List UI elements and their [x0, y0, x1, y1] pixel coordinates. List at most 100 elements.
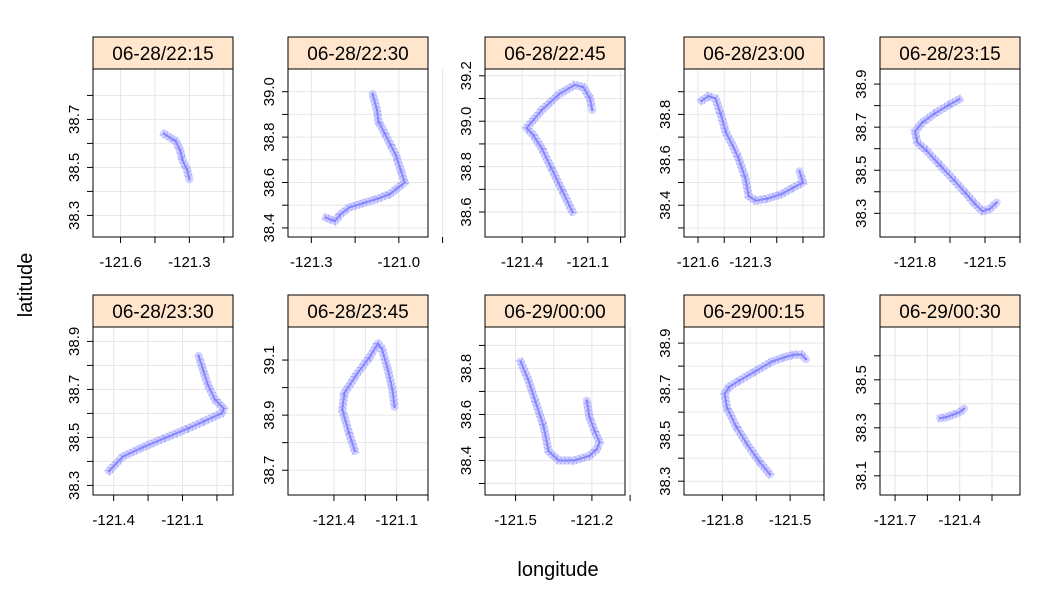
trajectory-feather	[385, 140, 389, 146]
trajectory-feather	[937, 157, 939, 163]
trajectory-feather	[207, 418, 210, 424]
trajectory-feather	[204, 416, 210, 420]
trajectory-feather	[559, 456, 564, 461]
trajectory-feather	[948, 415, 951, 421]
trajectory-feather	[389, 399, 395, 403]
panel: 06-29/00:00 -121.5 -121.2 38.4 38.6 38.8	[458, 294, 631, 529]
trajectory-point	[766, 197, 770, 200]
trajectory-feather	[387, 144, 391, 150]
trajectory-feather	[742, 440, 746, 446]
trajectory-feather	[718, 119, 724, 123]
trajectory-feather	[953, 175, 956, 181]
panel: 06-28/23:00 -121.6 -121.3 38.4 38.6 38.8	[657, 36, 825, 271]
trajectory-feather	[199, 418, 205, 422]
trajectory-feather	[195, 424, 198, 430]
trajectory-point	[958, 411, 961, 414]
x-tick-label: -121.3	[168, 254, 211, 271]
panel-frame	[287, 68, 429, 238]
trajectory-point	[549, 165, 552, 168]
trajectory-point	[755, 369, 758, 372]
trajectory-feather	[734, 421, 740, 424]
y-tick-label: 38.6	[458, 197, 475, 226]
trajectory-feather	[157, 436, 163, 440]
trajectory-feather	[743, 168, 747, 173]
trajectory-feather	[382, 366, 388, 369]
trajectory-feather	[577, 454, 582, 459]
trajectory-feather	[917, 121, 920, 127]
trajectory-point	[388, 192, 392, 196]
trajectory-feather	[987, 204, 993, 207]
trajectory-feather	[388, 189, 394, 192]
trajectory-feather	[598, 445, 602, 450]
trajectory-feather	[544, 429, 549, 435]
trajectory-point	[953, 179, 956, 183]
trajectory-feather	[125, 454, 127, 460]
trajectory-feather	[199, 358, 205, 361]
trajectory-feather	[331, 215, 334, 221]
y-tick-label: 38.7	[66, 105, 83, 134]
trajectory-feather	[561, 87, 567, 91]
trajectory-point	[391, 389, 394, 392]
panel-strip-label: 06-28/23:45	[307, 302, 408, 323]
trajectory-line	[723, 353, 807, 476]
trajectory-feather	[578, 86, 583, 91]
trajectory-feather	[112, 461, 118, 463]
trajectory-feather	[400, 170, 406, 174]
trajectory-feather	[391, 151, 395, 157]
trajectory-feather	[349, 435, 355, 438]
trajectory-feather	[125, 450, 131, 454]
trajectory-feather	[747, 447, 750, 453]
trajectory-point	[353, 449, 357, 453]
trajectory-feather	[576, 81, 579, 87]
trajectory-feather	[363, 364, 366, 370]
trajectory-feather	[397, 170, 402, 176]
trajectory-feather	[995, 203, 997, 209]
trajectory-point	[377, 197, 380, 200]
trajectory-feather	[777, 194, 780, 200]
trajectory-feather	[354, 376, 358, 382]
trajectory-feather	[211, 417, 214, 423]
trajectory-feather	[388, 139, 394, 142]
trajectory-feather	[553, 178, 557, 184]
trajectory-point	[222, 407, 226, 410]
trajectory-feather	[990, 202, 996, 204]
trajectory-feather	[551, 167, 557, 170]
trajectory-feather	[176, 152, 182, 155]
trajectory-feather	[348, 386, 351, 392]
panel-frame	[92, 326, 234, 496]
trajectory-feather	[927, 118, 933, 121]
trajectory-feather	[161, 434, 166, 439]
trajectory-feather	[591, 430, 596, 436]
trajectory-feather	[745, 177, 750, 183]
trajectory-feather	[575, 459, 579, 465]
trajectory-feather	[183, 171, 189, 175]
x-tick-label: -121.5	[769, 512, 812, 529]
trajectory-feather	[349, 443, 353, 448]
trajectory-feather	[715, 111, 721, 115]
trajectory-feather	[915, 131, 920, 136]
trajectory-feather	[746, 371, 751, 375]
trajectory-feather	[721, 399, 726, 404]
trajectory-feather	[570, 208, 576, 210]
trajectory-feather	[784, 187, 790, 191]
trajectory-feather	[581, 453, 586, 458]
trajectory-feather	[556, 178, 562, 180]
trajectory-feather	[165, 432, 171, 437]
trajectory-point	[213, 397, 216, 401]
trajectory-feather	[208, 391, 212, 397]
trajectory-feather	[727, 382, 733, 386]
trajectory-feather	[172, 429, 178, 434]
trajectory-feather	[200, 362, 206, 365]
trajectory-feather	[379, 128, 383, 134]
trajectory-feather	[375, 105, 381, 109]
trajectory-feather	[536, 402, 541, 407]
trajectory-feather	[590, 98, 595, 103]
trajectory-feather	[373, 112, 378, 118]
trajectory-feather	[562, 197, 566, 203]
trajectory-point	[593, 429, 596, 432]
trajectory-point	[519, 360, 522, 363]
panels-layer: 06-28/22:15-121.6 -121.338.338.538.706-28…	[66, 36, 1021, 529]
trajectory-feather	[739, 174, 745, 177]
trajectory-point	[916, 141, 919, 144]
trajectory-feather	[734, 145, 738, 151]
